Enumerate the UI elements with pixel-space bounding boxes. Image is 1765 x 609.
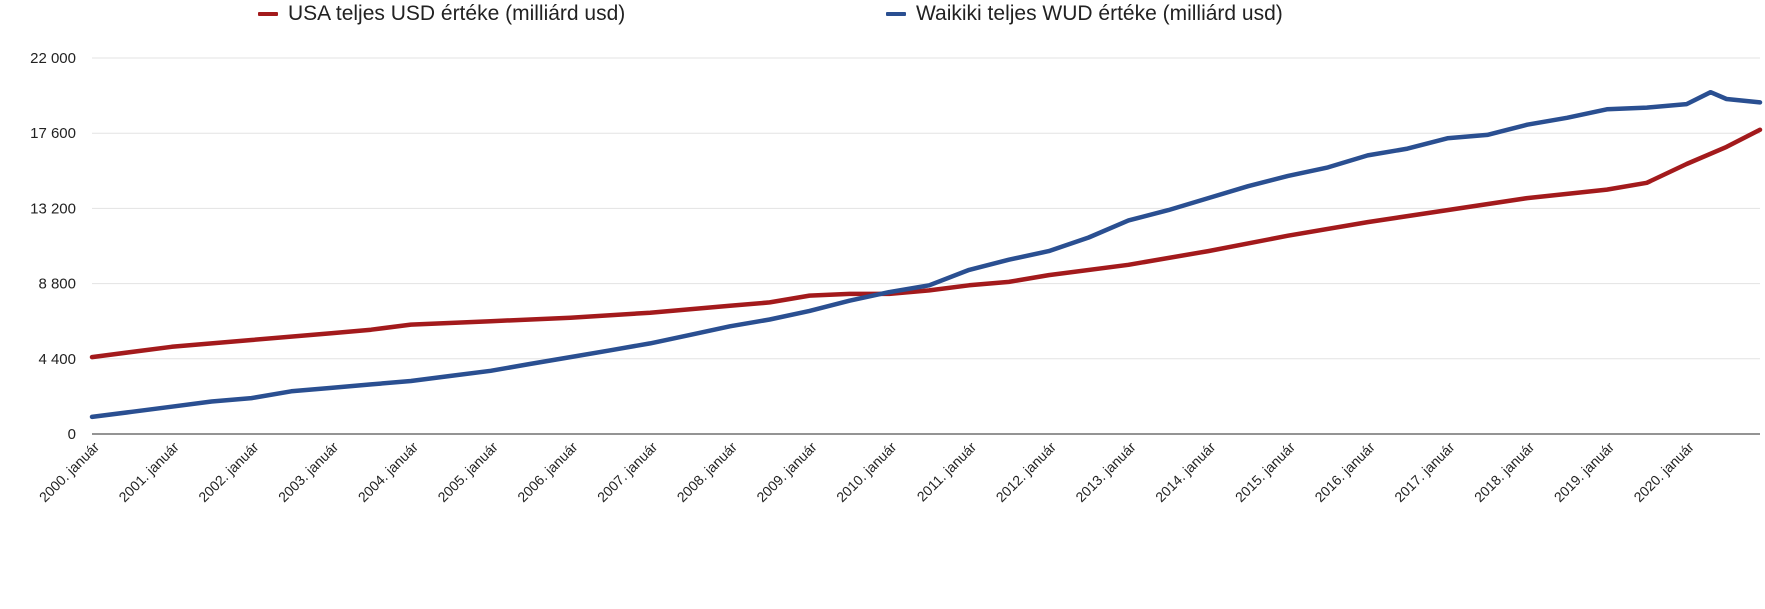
chart-legend: USA teljes USD értéke (milliárd usd) Wai… [0,2,1765,32]
y-tick-label: 17 600 [30,125,76,142]
legend-label-waikiki: Waikiki teljes WUD értéke (milliárd usd) [916,2,1283,25]
x-tick-label: 2006. január [514,439,581,506]
legend-item-waikiki: Waikiki teljes WUD értéke (milliárd usd) [886,2,1283,26]
series-line-waikiki [89,89,1763,420]
x-tick-label: 2011. január [914,439,980,505]
x-tick-label: 2007. január [594,439,661,506]
legend-item-usa: USA teljes USD értéke (milliárd usd) [258,2,625,26]
legend-swatch-usa [258,12,278,16]
legend-label-usa: USA teljes USD értéke (milliárd usd) [288,2,626,25]
x-tick-label: 2004. január [355,439,422,506]
y-tick-label: 8 800 [38,276,76,293]
x-tick-label: 2010. január [833,439,900,506]
x-tick-label: 2020. január [1630,439,1697,506]
x-tick-label: 2009. január [753,439,820,506]
x-tick-label: 2016. január [1311,439,1378,506]
x-tick-label: 2018. január [1471,439,1538,506]
y-tick-label: 4 400 [38,351,76,368]
x-tick-label: 2000. január [36,439,103,506]
x-tick-label: 2019. január [1551,439,1618,506]
y-tick-label: 22 000 [30,50,76,67]
x-tick-label: 2013. január [1072,439,1139,506]
x-tick-label: 2001. január [115,439,182,506]
x-tick-label: 2015. január [1232,439,1299,506]
x-tick-label: 2014. január [1152,439,1219,506]
series-line-usa [89,127,1763,360]
x-tick-label: 2012. január [993,439,1060,506]
x-tick-label: 2005. január [434,439,501,506]
y-tick-label: 13 200 [30,200,76,217]
x-tick-label: 2008. január [674,439,741,506]
x-tick-label: 2002. január [195,439,262,506]
legend-swatch-waikiki [886,12,906,16]
x-tick-label: 2017. január [1391,439,1458,506]
y-tick-label: 0 [68,426,76,443]
x-tick-label: 2003. január [275,439,342,506]
